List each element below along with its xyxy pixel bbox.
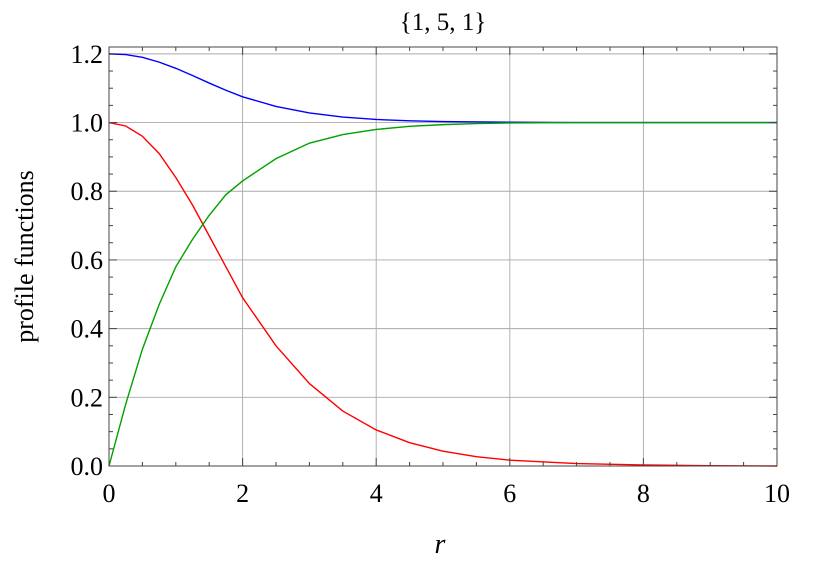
x-tick-label: 6	[503, 479, 516, 508]
series-line-3	[108, 121, 777, 467]
y-tick-label: 0.0	[71, 452, 104, 481]
x-tick-label: 2	[236, 479, 249, 508]
y-tick-label: 0.6	[71, 246, 104, 275]
x-tick-label: 8	[637, 479, 650, 508]
series-layer	[108, 53, 778, 467]
plot-frame	[108, 46, 778, 467]
y-tick-label: 0.4	[71, 315, 104, 344]
x-tick-label: 10	[764, 479, 790, 508]
y-tick-label: 1.2	[71, 40, 104, 69]
tick-layer	[108, 47, 778, 467]
grid-layer	[108, 47, 778, 467]
series-line-1	[108, 53, 777, 124]
x-tick-label: 0	[103, 479, 116, 508]
chart-title: {1, 5, 1}	[400, 9, 487, 36]
tick-label-layer: 0 2 4 6 8 10 0.0 0.2 0.4 0.6 0.8 1.0 1.2	[71, 40, 791, 508]
y-axis-label: profile functions	[10, 170, 39, 343]
x-tick-label: 4	[370, 479, 383, 508]
x-axis-label: r	[435, 529, 446, 560]
y-tick-label: 0.2	[71, 383, 104, 412]
y-tick-label: 0.8	[71, 177, 104, 206]
series-line-2	[108, 121, 778, 467]
y-tick-label: 1.0	[71, 109, 104, 138]
